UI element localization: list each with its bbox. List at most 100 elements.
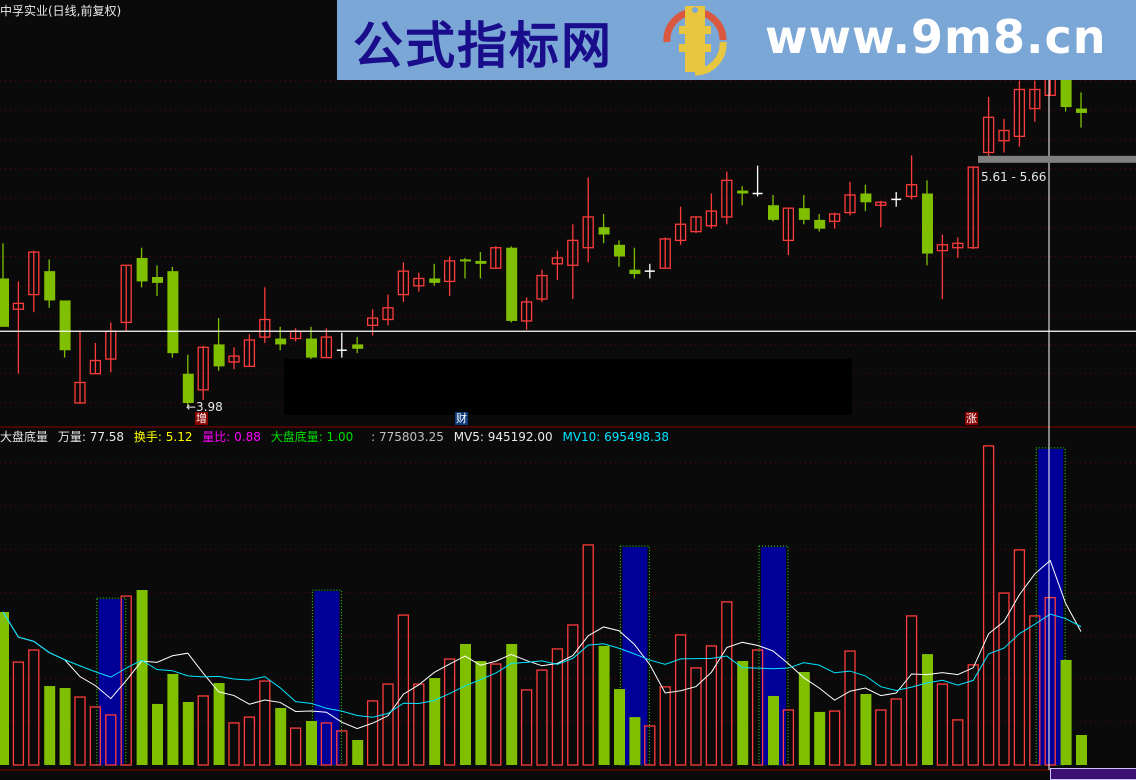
volume-bar-down bbox=[59, 687, 71, 765]
volume-bar-up bbox=[967, 664, 979, 766]
candle-up bbox=[520, 301, 533, 322]
candle-up bbox=[705, 210, 718, 227]
volume-bar-up bbox=[413, 683, 425, 766]
candle-up bbox=[551, 257, 564, 265]
candle-up bbox=[567, 239, 579, 266]
candle-up bbox=[366, 317, 379, 327]
volume-bar-down bbox=[0, 612, 9, 765]
volume-bar-down bbox=[1060, 659, 1072, 765]
candle-up bbox=[844, 194, 856, 214]
volume-bar-up bbox=[228, 722, 240, 766]
volume-bar-up bbox=[905, 615, 918, 766]
volume-bar-up bbox=[674, 634, 687, 766]
volume-bar-up bbox=[705, 645, 718, 766]
candle-up bbox=[197, 346, 209, 391]
banner-site-name: 公式指标网 bbox=[353, 17, 613, 75]
volume-bar-down bbox=[629, 717, 641, 765]
volume-bar-up bbox=[998, 592, 1010, 766]
volume-bar-up bbox=[336, 730, 348, 766]
price-range-bar bbox=[978, 155, 1136, 163]
price-range-label: 5.61 - 5.66 bbox=[981, 170, 1047, 184]
candle-down bbox=[152, 277, 163, 283]
volume-bar-up bbox=[952, 719, 964, 766]
bottom-volume-bar bbox=[314, 591, 340, 765]
candle-down bbox=[798, 208, 810, 220]
candle-down bbox=[922, 193, 933, 254]
volume-bar-down bbox=[152, 703, 163, 765]
volume-bar-up bbox=[520, 689, 533, 766]
candle-up bbox=[998, 129, 1010, 142]
candle-down bbox=[44, 271, 56, 301]
volume-bar-up bbox=[12, 661, 25, 766]
volume-bar-down bbox=[167, 673, 179, 765]
volume-bar-up bbox=[536, 669, 548, 766]
volume-bar-down bbox=[136, 590, 148, 765]
volume-bar-down bbox=[429, 678, 441, 765]
volume-bar-down bbox=[614, 689, 625, 765]
volume-bar-up bbox=[659, 686, 671, 766]
volume-bar-up bbox=[721, 601, 733, 766]
volume-bar-down bbox=[213, 683, 225, 765]
candle-down bbox=[768, 205, 779, 220]
chart-title: 中孚实业(日线,前复权) bbox=[0, 4, 122, 18]
volume-bar-up bbox=[936, 683, 949, 766]
volume-bar-down bbox=[922, 654, 933, 765]
candle-down bbox=[306, 338, 317, 358]
bottom-volume-outline bbox=[758, 545, 789, 766]
bottom-volume-bar bbox=[1038, 448, 1064, 765]
legend-mv10: MV10: 695498.38 bbox=[562, 430, 670, 444]
volume-bar-down bbox=[44, 686, 56, 765]
volume-bar-down bbox=[1076, 735, 1087, 765]
volume-bar-up bbox=[259, 680, 271, 766]
candle-up bbox=[259, 318, 271, 338]
candle-up bbox=[243, 339, 256, 368]
marker-zeng[interactable]: 增 bbox=[195, 412, 208, 425]
volume-bar-down bbox=[768, 695, 779, 765]
candle-down bbox=[275, 338, 287, 345]
overlay-panel bbox=[284, 359, 852, 415]
candle-up bbox=[674, 223, 687, 242]
volume-bar-up bbox=[690, 667, 702, 766]
volume-bar-up bbox=[1013, 549, 1026, 766]
volume-bar-up bbox=[1044, 596, 1056, 766]
candle-down bbox=[506, 247, 518, 321]
volume-bar-up bbox=[74, 696, 86, 766]
volume-bar-up bbox=[644, 725, 656, 766]
volume-bar-up bbox=[366, 700, 379, 766]
volume-bar-down bbox=[814, 711, 826, 765]
candle-up bbox=[905, 184, 918, 198]
volume-bar-down bbox=[275, 708, 287, 765]
volume-bar-down bbox=[798, 672, 810, 765]
bottom-volume-outline bbox=[619, 545, 650, 766]
volume-bar-down bbox=[506, 643, 518, 765]
volume-bar-up bbox=[551, 648, 564, 766]
volume-bar-up bbox=[443, 658, 456, 766]
candle-up bbox=[982, 116, 995, 154]
candle-up bbox=[952, 242, 964, 249]
candle-down bbox=[213, 344, 225, 367]
candle-up bbox=[782, 207, 795, 242]
candle-up bbox=[382, 307, 394, 321]
volume-bar-up bbox=[197, 695, 209, 766]
marker-zhang[interactable]: 涨 bbox=[965, 412, 978, 425]
candle-up bbox=[397, 270, 410, 296]
volume-bar-down bbox=[475, 661, 487, 765]
candle-up bbox=[89, 359, 102, 375]
volume-bar-up bbox=[243, 716, 256, 766]
banner-url: www.9m8.cn bbox=[765, 10, 1107, 64]
candle-down bbox=[167, 271, 179, 354]
volume-bar-down bbox=[860, 694, 872, 765]
candle-down bbox=[629, 269, 641, 275]
marker-cai[interactable]: 财 bbox=[455, 412, 468, 425]
candle-down bbox=[598, 227, 610, 235]
candle-up bbox=[582, 216, 594, 249]
volume-bar-up bbox=[89, 706, 102, 766]
volume-bar-up bbox=[28, 649, 40, 766]
candle-down bbox=[352, 344, 364, 349]
legend-mv5: MV5: 945192.00 bbox=[453, 430, 553, 444]
volume-bar-up bbox=[582, 544, 594, 766]
candle-up bbox=[967, 166, 979, 249]
volume-bar-up bbox=[382, 683, 394, 766]
candle-down bbox=[737, 190, 749, 194]
watermark-banner: 公式指标网 www.9m8.cn bbox=[337, 0, 1136, 80]
